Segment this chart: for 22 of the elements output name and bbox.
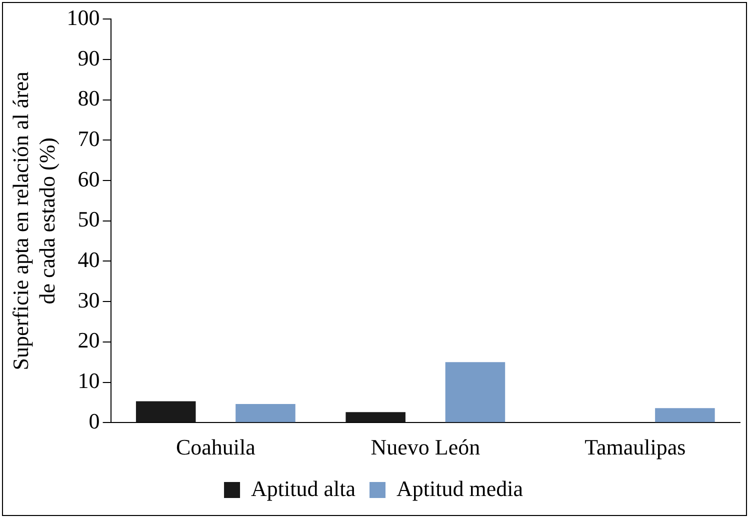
x-tick-label: Coahuila	[176, 434, 256, 460]
bar	[445, 362, 506, 422]
legend-label: Aptitud media	[396, 476, 524, 501]
y-tick-label: 10	[78, 368, 100, 394]
y-tick-label: 40	[78, 247, 100, 272]
y-tick-label: 70	[78, 126, 100, 151]
y-tick-label: 60	[78, 166, 100, 192]
bar	[136, 401, 196, 422]
x-tick-label: Nuevo León	[370, 434, 480, 460]
y-tick-label: 20	[78, 328, 100, 353]
bar	[655, 408, 715, 422]
y-tick-label: 0	[88, 408, 100, 434]
y-tick-label: 100	[66, 4, 100, 30]
y-tick-label: 80	[78, 86, 100, 111]
y-tick-label: 50	[78, 206, 100, 232]
x-tick-label: Tamaulipas	[584, 434, 686, 460]
y-axis-title: Superficie apta en relación al área de cada estado (%)	[8, 71, 60, 370]
y-tick-label: 90	[78, 45, 100, 70]
bar	[236, 404, 296, 422]
bar	[346, 412, 406, 422]
y-tick-label: 30	[78, 287, 100, 312]
legend-label: Aptitud alta	[251, 476, 356, 501]
